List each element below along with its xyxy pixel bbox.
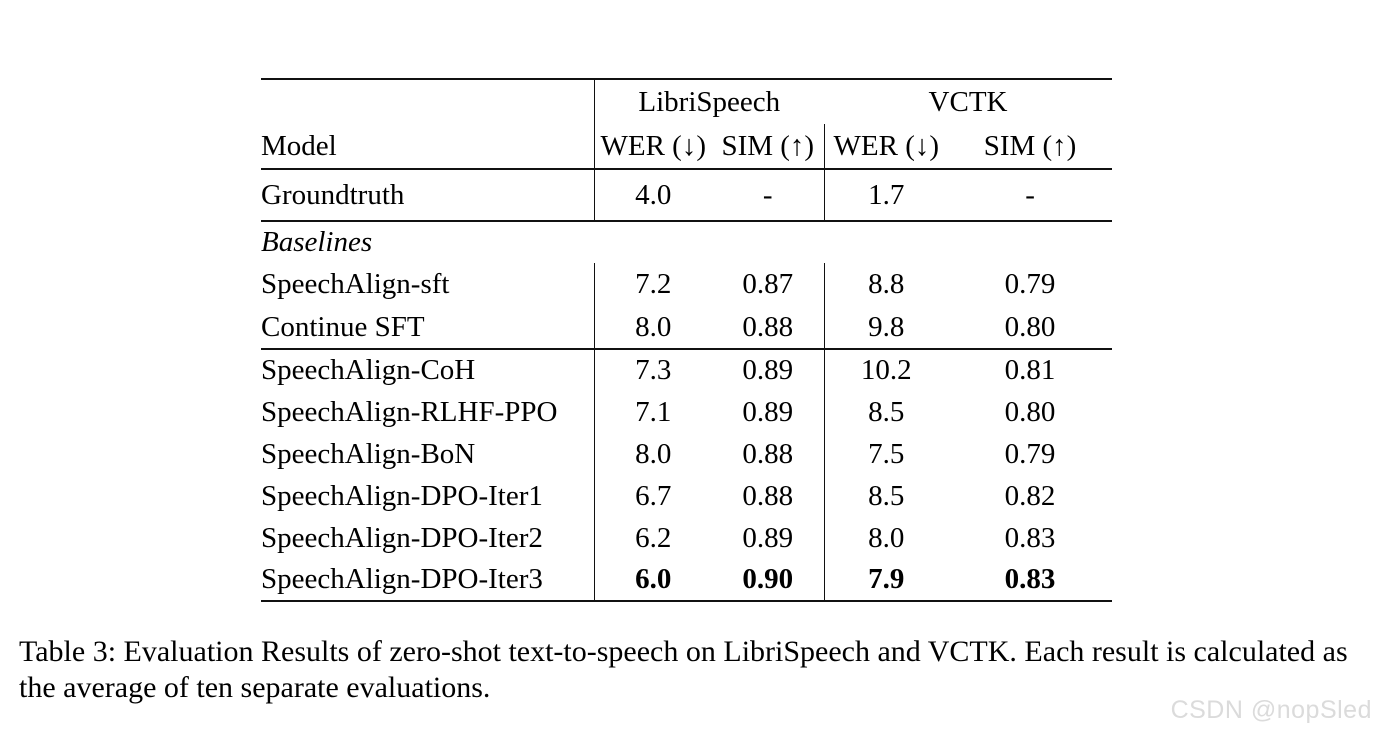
value-cell: 6.7 [593, 475, 712, 517]
value-cell: 7.9 [823, 559, 949, 601]
model-cell: SpeechAlign-CoH [261, 348, 594, 391]
table-row: SpeechAlign-RLHF-PPO 7.1 0.89 8.5 0.80 [261, 391, 1112, 433]
value-cell: 0.81 [948, 348, 1113, 391]
table-row: Continue SFT 8.0 0.88 9.8 0.80 [261, 306, 1112, 349]
value-cell: 0.88 [742, 479, 794, 512]
model-cell: Continue SFT [261, 310, 425, 343]
value-cell: 0.88 [742, 310, 794, 343]
table-row: SpeechAlign-BoN 8.0 0.88 7.5 0.79 [261, 433, 1112, 475]
col-header-sim-librispeech: SIM (↑) [721, 129, 815, 162]
value-cell: 0.83 [1004, 521, 1056, 554]
table-caption: Table 3: Evaluation Results of zero-shot… [19, 635, 1348, 704]
value-cell: 8.5 [823, 475, 949, 517]
model-cell: SpeechAlign-DPO-Iter3 [261, 563, 543, 595]
column-header-row: Model WER (↓) SIM (↑) WER (↓) SIM (↑) [261, 124, 1112, 169]
group-header-vctk: VCTK [928, 85, 1008, 118]
value-cell: 7.5 [823, 433, 949, 475]
model-cell: SpeechAlign-RLHF-PPO [261, 395, 558, 428]
value-cell: 0.87 [742, 268, 794, 300]
value-cell: 8.0 [593, 433, 712, 475]
value-cell: - [712, 168, 825, 221]
table-row-groundtruth: Groundtruth 4.0 - 1.7 - [261, 168, 1113, 221]
value-cell: 8.0 [593, 306, 712, 349]
value-cell: 10.2 [823, 348, 949, 391]
value-cell: 8.0 [823, 517, 949, 559]
value-cell: 1.7 [823, 168, 949, 221]
value-cell: 7.2 [593, 263, 712, 306]
value-cell: 6.0 [593, 559, 712, 601]
value-cell: 7.1 [593, 391, 712, 433]
table-row-best: SpeechAlign-DPO-Iter3 6.0 0.90 7.9 0.83 [261, 559, 1112, 601]
model-cell: SpeechAlign-sft [261, 268, 450, 300]
table-row: SpeechAlign-DPO-Iter2 6.2 0.89 8.0 0.83 [261, 517, 1112, 559]
value-cell: 6.2 [593, 517, 712, 559]
results-table: LibriSpeech VCTK Model WER (↓) SIM (↑) W… [261, 78, 1113, 602]
value-cell: 0.89 [742, 521, 794, 554]
watermark: CSDN @nopSled [1170, 696, 1372, 724]
value-cell: 9.8 [823, 306, 949, 349]
col-header-wer-librispeech: WER (↓) [593, 124, 712, 169]
group-header-row: LibriSpeech VCTK [261, 79, 1112, 124]
value-cell: 7.3 [593, 348, 712, 391]
value-cell: 8.5 [823, 391, 949, 433]
col-header-model: Model [261, 129, 337, 162]
value-cell: 0.89 [742, 395, 794, 428]
results-table-container: LibriSpeech VCTK Model WER (↓) SIM (↑) W… [261, 78, 1113, 602]
value-cell: 8.8 [823, 263, 949, 306]
value-cell: 0.82 [1004, 479, 1056, 512]
section-row-baselines: Baselines [261, 220, 1113, 263]
table-row: SpeechAlign-sft 7.2 0.87 8.8 0.79 [261, 263, 1112, 306]
col-header-wer-vctk: WER (↓) [823, 124, 949, 169]
model-cell: SpeechAlign-DPO-Iter2 [261, 521, 543, 554]
value-cell: 0.79 [1004, 437, 1056, 470]
value-cell: 0.80 [1004, 310, 1056, 343]
table-row: SpeechAlign-DPO-Iter1 6.7 0.88 8.5 0.82 [261, 475, 1112, 517]
model-cell: Groundtruth [261, 168, 594, 221]
value-cell: 0.90 [742, 563, 794, 595]
col-header-sim-vctk: SIM (↑) [983, 129, 1077, 162]
value-cell: 0.83 [1004, 563, 1056, 595]
value-cell: 0.88 [742, 437, 794, 470]
value-cell: 0.80 [1004, 395, 1056, 428]
value-cell: - [948, 168, 1113, 221]
group-header-spacer [261, 79, 594, 124]
table-row: SpeechAlign-CoH 7.3 0.89 10.2 0.81 [261, 348, 1113, 391]
value-cell: 4.0 [593, 168, 712, 221]
section-label-baselines: Baselines [261, 220, 1113, 263]
group-header-librispeech: LibriSpeech [593, 79, 825, 124]
value-cell: 0.79 [1004, 268, 1056, 300]
model-cell: SpeechAlign-DPO-Iter1 [261, 479, 543, 512]
model-cell: SpeechAlign-BoN [261, 437, 476, 470]
value-cell: 0.89 [712, 348, 825, 391]
